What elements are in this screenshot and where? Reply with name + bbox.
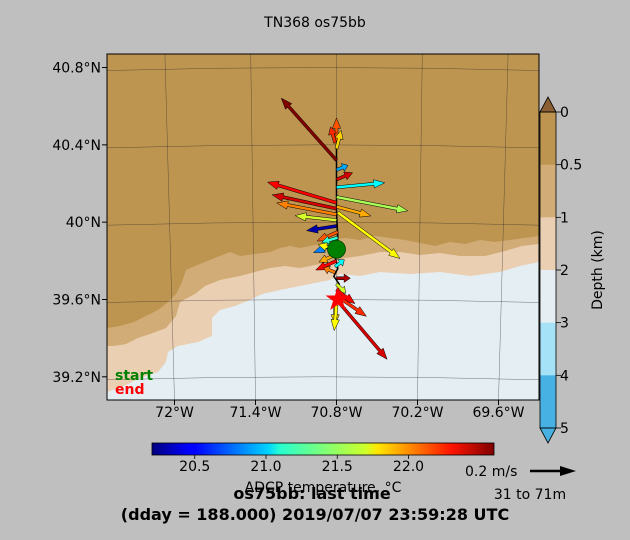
meridian-line [498,54,509,400]
latitude-ticks: 39.2°N 39.6°N 40°N 40.4°N 40.8°N [52,61,107,386]
velocity-arrow [280,97,338,162]
legend-end: end [115,382,144,398]
velocity-arrow [335,204,372,218]
footer-line-2: (dday = 188.000) 2019/07/07 23:59:28 UTC [121,505,509,524]
ship-track [332,140,340,300]
lon-tick-label: 72°W [155,405,194,421]
depth-colorbar: 0 0.5 1 2 3 4 5 Depth (km) [539,96,606,444]
velocity-arrow [334,129,344,150]
lon-tick-label: 70.8°W [310,405,362,421]
velocity-arrow [305,224,338,234]
depth-tick-label: 2 [560,263,569,279]
temperature-tick-label: 22.0 [393,459,424,475]
depth-colorbar-label: Depth (km) [590,230,606,310]
depth-tick-label: 4 [560,368,569,384]
velocity-arrow [271,192,338,211]
depth-tick-label: 1 [560,210,569,226]
depth-colorbar-band [540,375,556,429]
temperature-colorbar-ticks: 20.5 21.0 21.5 22.0 [179,455,424,475]
velocity-arrow [335,171,354,182]
legend-start: start [115,368,153,384]
map-frame [106,53,540,401]
meridian-line [250,54,256,400]
footer-line-1: os75bb: last time [233,484,390,503]
parallel-line [107,221,539,226]
scale-key-label: 0.2 m/s [465,464,517,480]
velocity-arrow [266,181,338,205]
velocity-arrow [335,298,388,360]
lon-tick-label: 70.2°W [391,405,443,421]
end-marker [325,286,351,311]
velocity-arrow [335,195,409,214]
depth-colorbar-ticks: 0 0.5 1 2 3 4 5 [556,105,582,437]
lon-tick-label: 71.4°W [229,405,281,421]
map-panel: 72°W 71.4°W 70.8°W 70.2°W 69.6°W 39.2°N 39.6°… [52,53,540,421]
depth-colorbar-bands [540,112,556,429]
temperature-tick-label: 20.5 [179,459,210,475]
depth-colorbar-band [540,164,556,218]
depth-colorbar-band [540,112,556,166]
figure-title: TN368 os75bb [263,15,366,31]
parallel-line [107,376,539,381]
velocity-arrow [333,259,345,269]
depth-tick-label: 3 [560,316,569,332]
velocity-arrow [336,179,386,190]
lat-tick-label: 40.4°N [52,138,101,154]
depth-colorbar-band [540,270,556,324]
lat-tick-label: 40°N [66,215,101,231]
meridian-line [417,54,423,400]
velocity-arrow [316,230,339,242]
track-line [332,140,340,300]
depth-tick-label: 0 [560,105,569,121]
lat-tick-label: 39.2°N [52,370,101,386]
velocity-arrow [323,265,337,275]
temperature-colorbar-bar [151,442,495,456]
temperature-colorbar: 20.5 21.0 21.5 22.0 ADCP temperature, °C [151,442,495,496]
velocity-arrow [276,200,338,217]
velocity-arrow [336,210,401,259]
velocity-arrow [315,259,338,271]
temperature-tick-label: 21.0 [250,459,281,475]
depth-tick-label: 5 [560,421,569,437]
depth-tick-label: 0.5 [560,158,582,174]
depth-colorbar-top-extension [539,96,557,113]
scale-key: 0.2 m/s 31 to 71m [465,464,576,503]
velocity-arrow [328,126,338,144]
depth-colorbar-bottom-extension [539,427,557,444]
scale-key-arrow-head [560,466,576,476]
velocity-vectors [266,97,409,360]
depth-range-label: 31 to 71m [494,487,566,503]
velocity-arrow [336,273,351,283]
depth-colorbar-band [540,217,556,271]
temperature-colorbar-label: ADCP temperature, °C [245,480,402,496]
velocity-arrow [294,212,337,223]
lat-tick-label: 39.6°N [52,292,101,308]
graticule [107,54,539,400]
temperature-tick-label: 21.5 [322,459,353,475]
lat-tick-label: 40.8°N [52,61,101,77]
depth-colorbar-band [540,322,556,376]
parallel-line [107,299,539,303]
meridian-line [164,54,175,400]
velocity-arrow [335,163,349,172]
parallel-line [107,67,539,71]
lon-tick-label: 69.6°W [472,405,524,421]
land [107,54,539,328]
longitude-ticks: 72°W 71.4°W 70.8°W 70.2°W 69.6°W [155,400,525,421]
velocity-arrow [330,304,340,332]
start-marker [327,239,346,259]
